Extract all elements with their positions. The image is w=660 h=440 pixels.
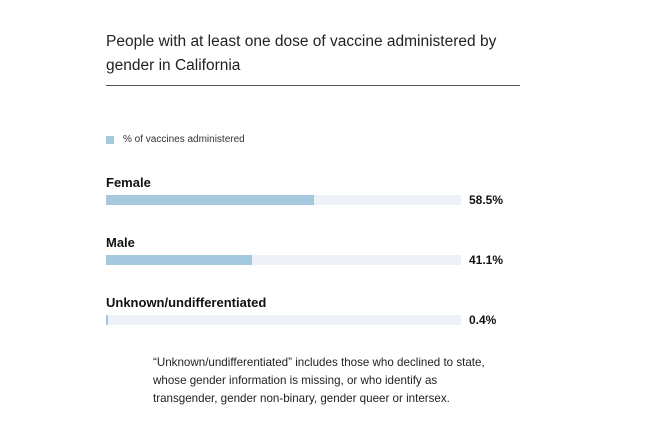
value-label-female: 58.5% <box>469 193 504 207</box>
legend-label: % of vaccines administered <box>123 134 245 145</box>
footnote: “Unknown/undifferentiated” includes thos… <box>153 356 485 405</box>
value-label-male: 41.1% <box>469 253 504 267</box>
value-label-unknown-undifferentiated: 0.4% <box>469 313 497 327</box>
bar-unknown-undifferentiated <box>106 315 108 325</box>
bar-track-male <box>106 255 461 265</box>
legend-swatch <box>106 135 114 144</box>
bar-female <box>106 195 314 205</box>
title-divider <box>106 85 520 86</box>
bar-male <box>106 255 252 265</box>
category-label-female: Female <box>106 175 151 190</box>
legend: % of vaccines administered <box>106 134 245 145</box>
chart-title: People with at least one dose of vaccine… <box>106 33 497 74</box>
category-label-unknown-undifferentiated: Unknown/undifferentiated <box>106 295 267 310</box>
category-label-male: Male <box>106 235 135 250</box>
bar-track-unknown-undifferentiated <box>106 315 461 325</box>
bar-track-female <box>106 195 461 205</box>
